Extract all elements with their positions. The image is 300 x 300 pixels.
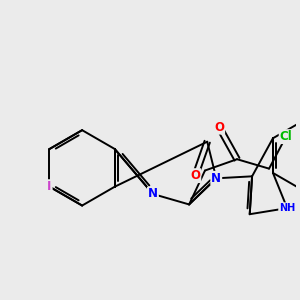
- Text: Cl: Cl: [280, 130, 292, 143]
- Text: I: I: [47, 180, 52, 193]
- Text: N: N: [211, 172, 221, 185]
- Text: NH: NH: [279, 203, 295, 213]
- Text: O: O: [190, 169, 200, 182]
- Text: O: O: [214, 121, 224, 134]
- Text: N: N: [148, 188, 158, 200]
